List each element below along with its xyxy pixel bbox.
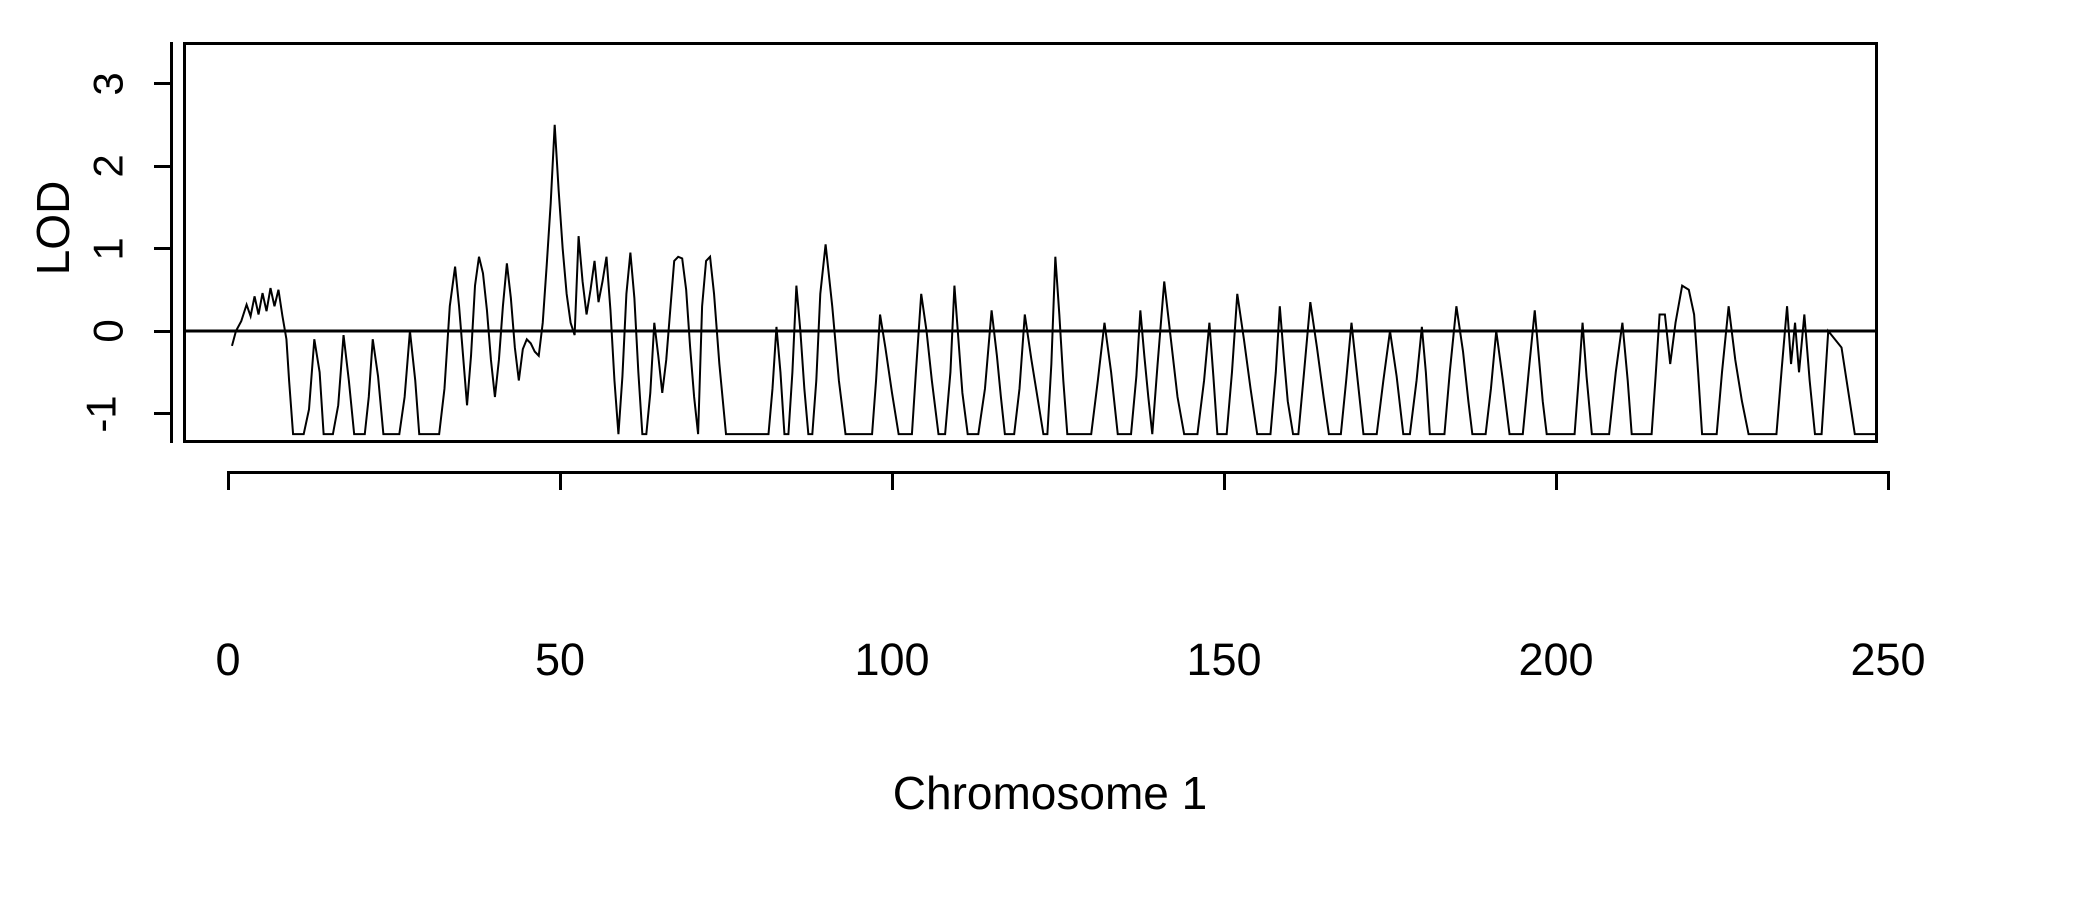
x-axis-tick-label: 250 [1850, 634, 1926, 685]
x-axis-line [228, 471, 1890, 474]
x-axis-tick [1886, 471, 1890, 490]
y-axis-tick [154, 164, 170, 168]
y-axis-tick-label-text: 3 [84, 71, 132, 96]
x-axis-tick-label: 200 [1518, 634, 1594, 685]
x-axis-tick-label: 0 [215, 634, 241, 685]
y-axis-tick-label: -1 [0, 393, 125, 435]
y-axis-tick-label-text: 0 [84, 319, 132, 343]
y-axis-tick-label-text: -1 [77, 394, 125, 433]
y-axis-tick [154, 82, 170, 85]
plot-area [183, 42, 1878, 443]
x-axis-tick [1222, 471, 1226, 490]
x-axis-tick [1554, 471, 1558, 490]
x-axis-title: Chromosome 1 [892, 767, 1208, 819]
x-axis-tick-label: 150 [1186, 634, 1262, 685]
y-axis-title: LOD [27, 180, 79, 276]
x-axis-tick-label: 50 [534, 634, 586, 685]
x-axis-tick [226, 471, 230, 490]
y-axis-tick-label: 3 [0, 63, 131, 105]
x-axis-tick-label: 100 [854, 634, 930, 685]
y-axis-tick-label-text: 2 [84, 154, 132, 178]
y-axis-tick-label-text: 1 [84, 236, 132, 261]
x-axis-tick [558, 471, 562, 490]
y-axis-tick [154, 329, 170, 333]
y-axis-tick [154, 412, 170, 415]
x-axis-tick [890, 471, 894, 490]
y-axis-tick [154, 247, 170, 250]
y-axis-line [170, 42, 173, 443]
